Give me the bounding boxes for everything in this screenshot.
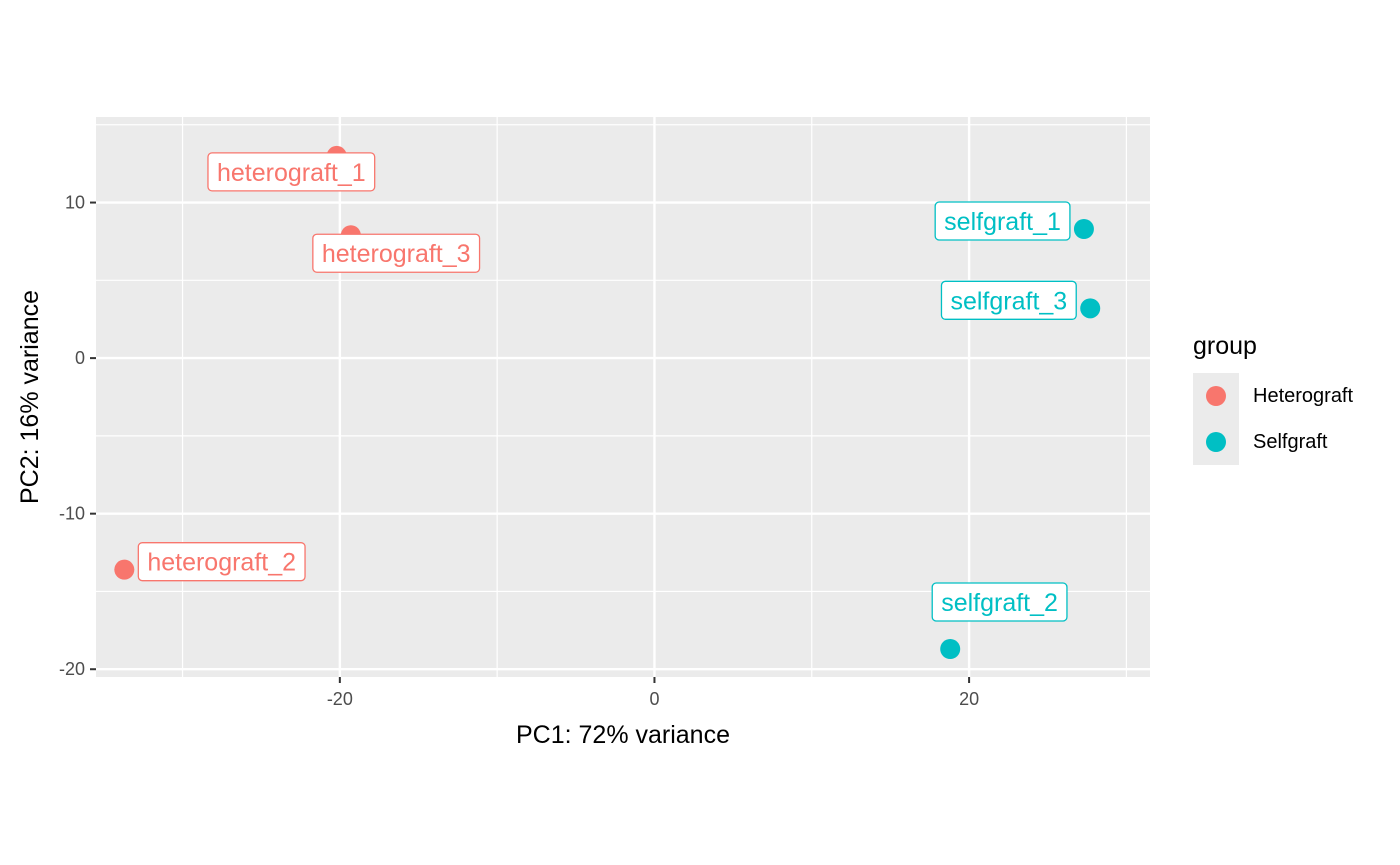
legend-label-selfgraft: Selfgraft — [1253, 431, 1328, 453]
legend-label-heterograft: Heterograft — [1253, 385, 1353, 407]
data-point-selfgraft_3 — [1080, 298, 1101, 319]
x-tick-label: -20 — [327, 689, 353, 709]
data-point-selfgraft_2 — [940, 639, 961, 659]
x-tick-label: 0 — [649, 689, 659, 709]
legend: group Heterograft Selfgraft — [1193, 332, 1353, 465]
y-tick-label: 10 — [65, 193, 85, 213]
data-point-heterograft_2 — [114, 559, 135, 580]
x-tick-label: 20 — [959, 689, 979, 709]
point-label-box — [931, 582, 1068, 622]
point-label-heterograft_1: heterograft_1 — [207, 152, 376, 192]
y-tick-label: 0 — [75, 348, 85, 368]
point-label-text: selfgraft_3 — [950, 287, 1067, 315]
point-label-text: selfgraft_2 — [941, 589, 1058, 617]
point-label-text: selfgraft_1 — [944, 208, 1061, 236]
x-axis-title: PC1: 72% variance — [516, 721, 730, 749]
point-label-text: heterograft_3 — [322, 240, 471, 268]
point-label-selfgraft_1: selfgraft_1 — [934, 201, 1071, 241]
grid-minor-lines — [96, 117, 1150, 677]
point-label-box — [207, 152, 376, 192]
legend-keys — [1193, 373, 1239, 465]
point-label-heterograft_3: heterograft_3 — [312, 233, 481, 273]
point-label-box — [934, 201, 1071, 241]
point-label-selfgraft_3: selfgraft_3 — [940, 280, 1077, 320]
point-label-box — [137, 542, 306, 582]
y-tick-label: -20 — [59, 659, 85, 679]
point-label-text: heterograft_2 — [147, 549, 296, 577]
y-tick-label: -10 — [59, 504, 85, 524]
y-tick-labels: 10 0 -10 -20 — [59, 193, 85, 680]
legend-key-selfgraft — [1206, 432, 1226, 452]
y-axis-title: PC2: 16% variance — [16, 290, 44, 504]
point-label-text: heterograft_1 — [217, 159, 366, 187]
point-label-selfgraft_2: selfgraft_2 — [931, 582, 1068, 622]
legend-key-heterograft — [1206, 386, 1226, 406]
point-label-box — [940, 280, 1077, 320]
point-label-box — [312, 233, 481, 273]
point-label-heterograft_2: heterograft_2 — [137, 542, 306, 582]
legend-title: group — [1193, 332, 1257, 360]
x-tick-labels: -20 0 20 — [327, 689, 979, 709]
point-labels: heterograft_1heterograft_3heterograft_2s… — [137, 152, 1077, 622]
data-point-selfgraft_1 — [1073, 219, 1094, 239]
axis-ticks — [90, 201, 971, 683]
